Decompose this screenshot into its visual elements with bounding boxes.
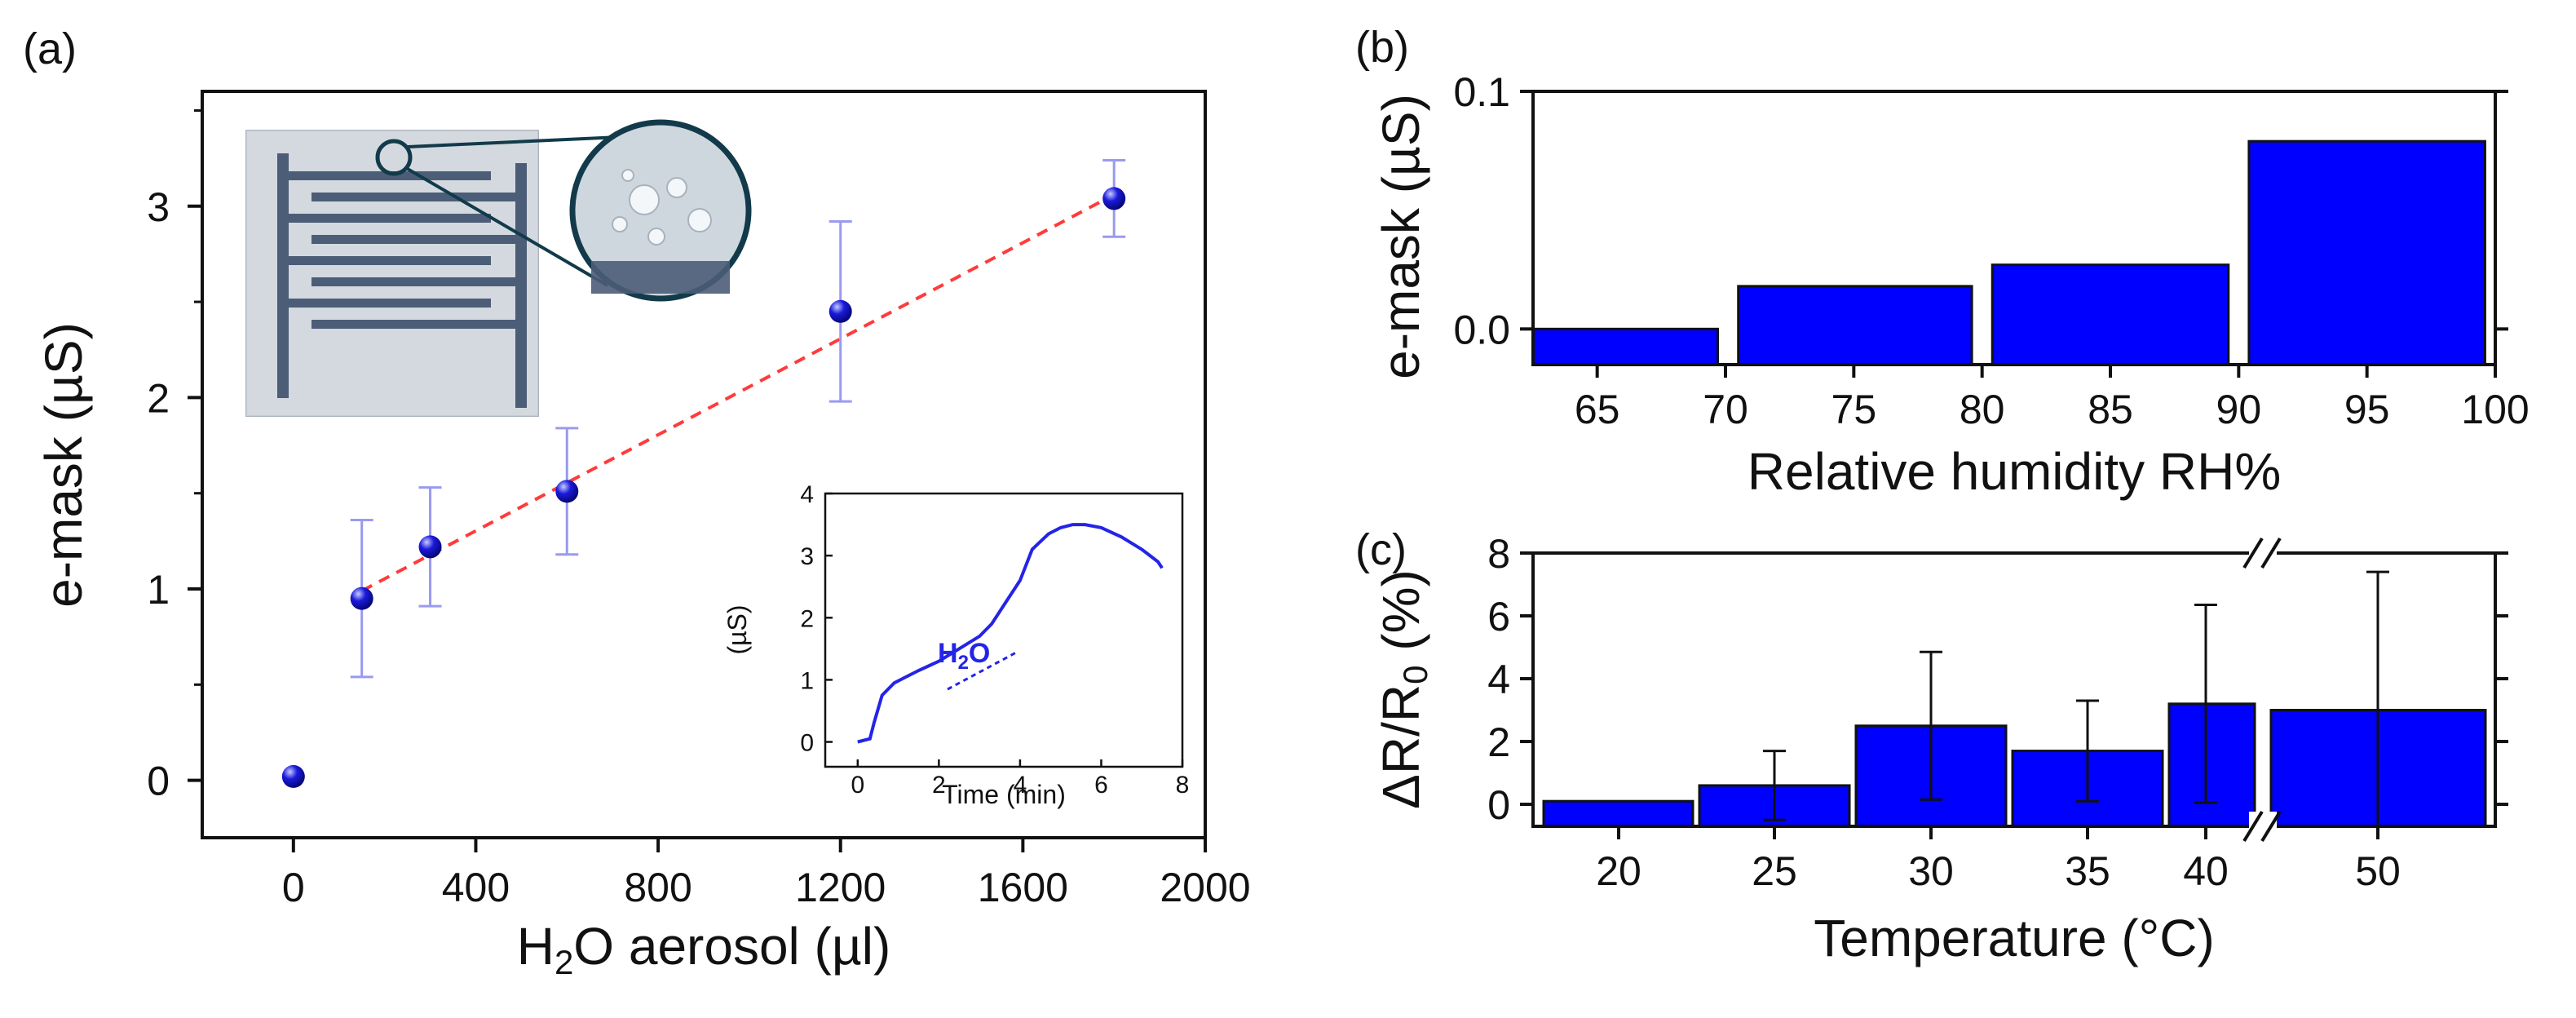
panel-b-x-tick-label: 80: [1960, 387, 2005, 432]
inset-x-tick-label: 4: [1014, 772, 1027, 799]
panel-a-x-axis-label: H2O aerosol (µl): [517, 917, 891, 981]
panel-b-y-axis-label: e-mask (µS): [1372, 94, 1430, 379]
inset-conductance-line: [857, 523, 1164, 744]
panel-a-y-axis-label: e-mask (µS): [34, 322, 93, 608]
panel-b-label: (b): [1355, 23, 1409, 72]
panel-b-bars: [1531, 139, 2486, 366]
panel-c-y-axis-label: ΔR/R0 (%): [1372, 569, 1434, 809]
panel-a-data-point: [555, 480, 579, 503]
panel-a-y-tick-label: 0: [147, 759, 170, 804]
panel-b-x-tick-label: 70: [1703, 387, 1748, 432]
panel-c-bar: [1542, 799, 1695, 828]
panel-b-y-ticks: 0.0 0.1: [1453, 69, 2508, 352]
inset-h2o-marker: [947, 651, 1017, 691]
inset-y-tick-label: 1: [800, 667, 814, 694]
panel-c-y-tick-label: 4: [1487, 657, 1510, 702]
panel-a-y-tick-label: 3: [147, 184, 170, 230]
panel-a-data-point: [281, 764, 305, 788]
panel-c-x-tick-label: 25: [1752, 848, 1797, 894]
panel-b-x-tick-label: 75: [1831, 387, 1877, 432]
panel-a-x-tick-label: 0: [282, 865, 305, 910]
panel-c-bar: [2167, 702, 2256, 828]
panel-b-x-tick-label: 85: [2088, 387, 2133, 432]
panel-c-y-ticks: 0 2 4 6 8: [1487, 531, 2508, 828]
panel-a-x-tick-label: 1200: [795, 865, 886, 910]
panel-c-y-tick-label: 0: [1487, 782, 1510, 828]
panel-a-y-tick-label: 1: [147, 567, 170, 613]
panel-b-x-tick-label: 65: [1575, 387, 1620, 432]
panel-b-bar: [1531, 327, 1720, 366]
panel-a-y-ticks: 0 1 2 3: [147, 108, 202, 804]
panel-b-bar: [2247, 139, 2486, 366]
panel-b-x-axis-label: Relative humidity RH%: [1748, 442, 2281, 501]
panel-c-x-tick-label: 30: [1908, 848, 1954, 894]
panel-c-plot-frame: [1531, 551, 2497, 828]
panel-a-label: (a): [23, 24, 77, 73]
panel-a-points: [281, 187, 1126, 788]
panel-c-bars: [1542, 702, 2487, 828]
panel-b-x-ticks: 65 70 75 80 85 90 95 100: [1575, 365, 2530, 432]
inset-y-tick-label: 4: [800, 481, 814, 508]
inset-x-ticks: 0 2 4 6 8: [851, 759, 1189, 799]
panel-a-y-tick-label: 2: [147, 375, 170, 421]
inset-h2o-annotation: H2O: [938, 638, 990, 674]
panel-b-plot-frame: [1531, 90, 2497, 366]
inset-x-tick-label: 8: [1176, 772, 1190, 799]
panel-c-label: (c): [1355, 525, 1407, 574]
panel-c-y-tick-label: 8: [1487, 531, 1510, 577]
inset-y-ticks: 0 1 2 3 4: [800, 481, 833, 757]
inset-plot-frame: [824, 492, 1184, 768]
sensor-photo-inset: [245, 119, 752, 417]
inset-y-axis-label: (µS): [722, 604, 752, 654]
panel-b-bar: [1737, 285, 1973, 366]
panel-c-x-axis-label: Temperature (°C): [1814, 909, 2215, 967]
panel-c-x-tick-label: 20: [1596, 848, 1641, 894]
inset-x-tick-label: 2: [932, 772, 946, 799]
inset-x-tick-label: 6: [1094, 772, 1108, 799]
panel-b-x-tick-label: 95: [2344, 387, 2390, 432]
panel-c-axis-break: [2242, 537, 2282, 843]
panel-c-x-ticks: 20 25 30 35 40 50: [1596, 826, 2401, 894]
panel-b-x-tick-label: 100: [2461, 387, 2529, 432]
inset-y-tick-label: 2: [800, 605, 814, 632]
panel-b-x-tick-label: 90: [2216, 387, 2262, 432]
panel-b: (b) 65 70 75 80 85 90 95 100 0.0 0.1 Relative hu…: [1355, 23, 2530, 501]
inset-x-tick-label: 0: [851, 772, 864, 799]
panel-b-y-tick-label: 0.1: [1453, 69, 1510, 115]
panel-a-x-ticks: 0 400 800 1200 1600 2000: [282, 838, 1251, 910]
panel-a-data-point: [350, 586, 373, 610]
panel-b-y-tick-label: 0.0: [1453, 307, 1510, 352]
panel-c-x-tick-label: 35: [2065, 848, 2110, 894]
panel-c-error-bars: [1763, 570, 2389, 828]
panel-a-fit-line: [360, 193, 1116, 593]
panel-a-x-tick-label: 800: [624, 865, 691, 910]
panel-b-bar: [1991, 263, 2230, 366]
panel-c-y-tick-label: 6: [1487, 594, 1510, 640]
panel-a-plot-frame: [201, 90, 1207, 839]
panel-c-x-tick-label: 50: [2355, 848, 2401, 894]
inset-y-tick-label: 3: [800, 543, 814, 570]
panel-a-x-tick-label: 400: [442, 865, 510, 910]
panel-c-x-tick-label: 40: [2183, 848, 2229, 894]
inset-y-tick-label: 0: [800, 730, 814, 757]
panel-a-data-point: [418, 535, 442, 559]
panel-a-x-tick-label: 1600: [978, 865, 1068, 910]
panel-c-y-tick-label: 2: [1487, 719, 1510, 765]
panel-a-inset-chart: 0 2 4 6 8 0 1 2 3 4 H2O Time (min) (µS): [722, 481, 1189, 809]
panel-a-data-point: [1102, 187, 1126, 210]
panel-a-x-tick-label: 2000: [1160, 865, 1250, 910]
panel-a-data-point: [828, 299, 852, 323]
inset-x-axis-label: Time (min): [942, 780, 1066, 809]
